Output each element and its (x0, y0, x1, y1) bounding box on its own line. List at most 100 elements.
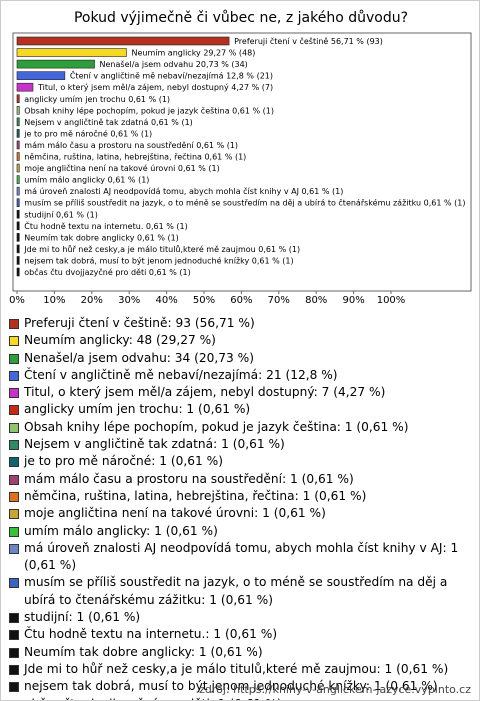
x-tick-label: 100% (377, 295, 406, 306)
bar (16, 209, 20, 219)
bar-label: Nejsem v angličtině tak zdatná 0,61 % (1… (24, 117, 193, 127)
bar-label: anglicky umím jen trochu 0,61 % (1) (24, 95, 170, 104)
bar-label: Obsah knihy lépe pochopím, pokud je jazy… (24, 105, 274, 115)
legend-label: musím se příliš soustředit na jazyk, o t… (24, 575, 448, 607)
legend-swatch (9, 370, 19, 381)
bar (16, 186, 20, 196)
legend-swatch (9, 440, 19, 451)
bar (16, 233, 20, 242)
bar (16, 106, 20, 115)
bar-label: je to pro mě náročné 0,61 % (1) (23, 128, 152, 138)
legend-label: Čtení v angličtině mě nebaví/nezajímá: 2… (24, 367, 338, 382)
legend-item: občas čtu dvojjazyčné pro děti: 1 (0,61 … (9, 696, 471, 700)
legend-item: umím málo anglicky: 1 (0,61 %) (9, 523, 471, 540)
legend: Preferuji čtení v češtině: 93 (56,71 %) N… (9, 315, 471, 700)
legend-label: Preferuji čtení v češtině: 93 (56,71 %) (24, 316, 255, 330)
x-tick-label: 90% (342, 295, 364, 306)
legend-item: Jde mi to hůř než cesky,a je málo titulů… (9, 661, 471, 678)
bar-label: němčina, ruština, latina, hebrejština, ř… (24, 152, 246, 162)
legend-label: Čtu hodně textu na internetu.: 1 (0,61 %… (24, 627, 278, 642)
legend-swatch (9, 699, 19, 700)
bar (16, 244, 20, 254)
bar (16, 117, 20, 127)
bar (16, 256, 20, 265)
legend-swatch (9, 491, 19, 502)
legend-item: je to pro mě náročné: 1 (0,61 %) (9, 453, 471, 470)
legend-item: studijní: 1 (0,61 %) (9, 609, 471, 626)
bar (16, 36, 230, 46)
bar (16, 71, 66, 80)
bar-label: umím málo anglicky 0,61 % (1) (24, 176, 149, 185)
legend-label: moje angličtina není na takové úrovni: 1… (24, 506, 326, 521)
legend-swatch (9, 422, 19, 433)
legend-swatch (9, 405, 19, 416)
legend-label: umím málo anglicky: 1 (0,61 %) (24, 523, 218, 538)
bar (16, 175, 20, 184)
x-tick-label: 30% (118, 295, 140, 306)
bar (16, 267, 20, 277)
legend-swatch (9, 509, 19, 520)
bar (16, 59, 95, 69)
legend-swatch (9, 578, 19, 589)
legend-label: Neumím anglicky: 48 (29,27 %) (24, 333, 216, 348)
legend-swatch (9, 664, 19, 675)
legend-label: mám málo času a prostoru na soustředění:… (24, 471, 354, 486)
plot-frame (12, 32, 472, 292)
legend-item: musím se příliš soustředit na jazyk, o t… (9, 574, 471, 609)
legend-label: němčina, ruština, latina, hebrejština, ř… (24, 488, 367, 503)
legend-label: má úroveň znalosti AJ neodpovídá tomu, a… (24, 540, 459, 573)
bar-label: Čtení v angličtině mě nebaví/nezajímá 12… (70, 70, 273, 81)
bar-label: občas čtu dvojjazyčné pro děti 0,61 % (1… (24, 267, 190, 277)
legend-swatch (9, 474, 19, 485)
legend-label: je to pro mě náročné: 1 (0,61 %) (24, 454, 223, 469)
legend-item: má úroveň znalosti AJ neodpovídá tomu, a… (9, 540, 471, 575)
x-tick-label: 70% (268, 295, 290, 306)
legend-swatch (9, 457, 19, 468)
legend-label: Obsah knihy lépe pochopím, pokud je jazy… (24, 419, 409, 434)
legend-item: moje angličtina není na takové úrovni: 1… (9, 505, 471, 522)
legend-item: Obsah knihy lépe pochopím, pokud je jazy… (9, 419, 471, 436)
chart-title: Pokud výjimečně či vůbec ne, z jakého dů… (74, 10, 408, 26)
legend-label: studijní: 1 (0,61 %) (24, 610, 141, 625)
legend-item: Preferuji čtení v češtině: 93 (56,71 %) (9, 315, 471, 332)
legend-label: Nejsem v angličtině tak zdatná: 1 (0,61 … (24, 437, 285, 452)
bar-label: nejsem tak dobrá, musí to být jenom jedn… (24, 255, 293, 265)
legend-swatch (9, 336, 19, 347)
x-tick-label: 60% (230, 295, 252, 306)
legend-swatch (9, 613, 19, 624)
bar-label: Jde mi to hůř než cesky,a je málo titulů… (23, 244, 300, 254)
bar (16, 94, 20, 104)
legend-label: občas čtu dvojjazyčné pro děti: 1 (0,61 … (24, 696, 282, 700)
bar (16, 48, 127, 57)
bar-label: moje angličtina není na takové úrovni 0,… (24, 163, 219, 173)
bar-label: mám málo času a prostoru na soustředění … (24, 140, 238, 150)
x-tick-label: 40% (155, 295, 177, 306)
bar (16, 152, 20, 161)
legend-label: Nenašel/a jsem odvahu: 34 (20,73 %) (24, 350, 255, 365)
bar (16, 221, 20, 231)
legend-item: Nenašel/a jsem odvahu: 34 (20,73 %) (9, 350, 471, 367)
legend-item: Čtu hodně textu na internetu.: 1 (0,61 %… (9, 626, 471, 643)
legend-item: Čtení v angličtině mě nebaví/nezajímá: 2… (9, 367, 471, 384)
source: zdroj: https://knihy-v-anglickem-jazyce.… (199, 683, 471, 696)
legend-swatch (9, 388, 19, 399)
x-tick-label: 50% (193, 295, 215, 306)
legend-item: Neumím tak dobre anglicky: 1 (0,61 %) (9, 644, 471, 661)
bar-label: Titul, o který jsem měl/a zájem, nebyl d… (37, 83, 273, 92)
legend-item: Nejsem v angličtině tak zdatná: 1 (0,61 … (9, 436, 471, 453)
bar (16, 82, 34, 92)
x-tick-label: 0% (9, 295, 25, 306)
legend-item: Neumím anglicky: 48 (29,27 %) (9, 332, 471, 349)
bar-label: Čtu hodně textu na internetu. 0,61 % (1) (24, 220, 187, 231)
legend-item: nejsem tak dobrá, musí to být jenom jedn… (9, 678, 471, 695)
bar-label: Neumím anglicky 29,27 % (48) (131, 49, 255, 58)
bar-label: musím se příliš soustředit na jazyk, o t… (24, 198, 465, 208)
legend-item: anglicky umím jen trochu: 1 (0,61 %) (9, 401, 471, 418)
legend-item: mám málo času a prostoru na soustředění:… (9, 471, 471, 488)
legend-swatch (9, 526, 19, 537)
legend-swatch (9, 543, 19, 554)
legend-swatch (9, 682, 19, 693)
x-tick-label: 10% (43, 295, 65, 306)
x-tick-label: 80% (305, 295, 327, 306)
